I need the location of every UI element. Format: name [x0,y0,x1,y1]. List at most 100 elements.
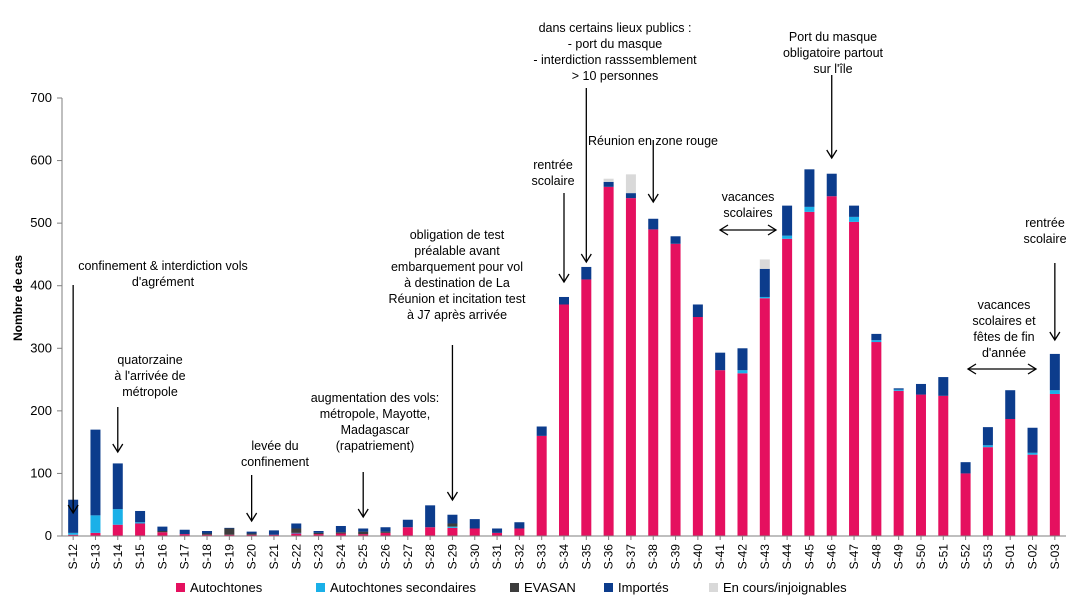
bar-segment [938,377,949,396]
arrow-head [718,224,729,236]
bar-segment [804,206,815,212]
annotation: vacances scolaires et fêtes de fin d'année [966,298,1038,375]
bar-segment [581,279,592,536]
y-tick-label: 300 [30,340,52,355]
bar-segment [804,169,815,207]
bar-segment [759,259,770,269]
bar-segment [358,531,369,535]
bar-segment [692,317,703,536]
bar-segment [625,198,636,536]
bar-segment [581,266,592,280]
bar-segment [335,532,346,534]
bar-segment [157,530,168,533]
x-tick-label: S-50 [914,544,928,570]
bar-segment [514,522,525,529]
bar-segment [893,389,904,391]
arrow-head [112,443,124,454]
bar-segment [938,395,949,536]
bar-segment [670,243,681,536]
annotation-text: préalable avant [414,244,500,258]
bar-segment [826,173,837,197]
arrow-head [246,512,258,523]
bar-segment [246,534,257,536]
x-tick-label: S-53 [981,544,995,570]
bar-segment [804,211,815,536]
bar-segment [179,529,190,535]
bar-segment [135,523,146,536]
bar-segment [202,530,213,534]
bar-segment [380,531,391,533]
bar-segment [559,296,569,305]
annotation: quatorzaine à l'arrivée de métropole [112,353,186,454]
x-tick-label: S-45 [802,544,816,570]
x-tick-label: S-29 [445,544,459,570]
bar-segment [135,522,146,524]
annotation: Réunion en zone rouge [588,134,718,204]
x-tick-label: S-18 [200,544,214,570]
bar-segment [648,229,659,536]
x-tick-label: S-39 [669,544,683,570]
bar-segment [893,390,904,536]
bar-segment [982,447,993,536]
y-tick-label: 600 [30,153,52,168]
bar-segment [402,519,413,528]
bar-segment [313,534,324,536]
bar-segment [759,268,770,297]
bar-segment [826,196,837,537]
x-tick-label: S-02 [1026,544,1040,570]
x-tick-label: S-41 [713,544,727,570]
bar-segment [670,236,681,244]
bar-segment [514,528,525,536]
x-tick-label: S-44 [780,544,794,570]
bar-segment [737,370,748,374]
bar-segment [402,527,413,536]
annotation-text: métropole [122,385,178,399]
x-tick-label: S-15 [133,544,147,570]
legend-label: Autochtones secondaires [330,580,476,595]
annotations: confinement & interdiction vols d'agrémen… [67,21,1067,523]
x-tick-label: S-52 [959,544,973,570]
arrow-head [67,504,79,515]
annotation-text: à destination de La [404,276,510,290]
x-tick-label: S-35 [579,544,593,570]
y-tick-label: 0 [45,528,52,543]
annotation-text: scolaire [531,174,574,188]
annotation-text: (rapatriement) [336,439,415,453]
x-tick-label: S-32 [512,544,526,570]
annotation-text: confinement & interdiction vols [78,259,248,273]
annotation: rentrée scolaire [1023,216,1067,342]
x-tick-label: S-23 [312,544,326,570]
bar-segment [202,534,213,536]
y-tick-label: 100 [30,465,52,480]
bar-segment [1049,353,1060,391]
bar-segment [871,342,882,536]
bar-segment [268,530,279,535]
x-tick-label: S-31 [490,544,504,570]
bar-segment [313,532,324,535]
bar-segment [960,473,971,536]
x-tick-label: S-13 [88,544,102,570]
bar-segment [447,527,458,536]
bar-segment [1049,390,1060,394]
bar-segment [1005,390,1016,419]
y-axis: 0 100 200 300 400 500 600 700 [30,90,63,543]
y-tick-label: 700 [30,90,52,105]
annotation-text: - interdiction rasssemblement [533,53,697,67]
annotation-text: scolaire [1023,232,1066,246]
bar-segment [224,528,235,535]
x-tick-label: S-14 [111,544,125,570]
bar-segment [90,532,101,536]
y-tick-label: 400 [30,278,52,293]
arrow-head [966,363,977,375]
annotation-text: - port du masque [568,37,663,51]
legend: Autochtones Autochtones secondaires EVASAN… [176,580,847,595]
annotation: levée du confinement [241,439,310,523]
arrow-head [357,508,369,519]
arrow-head [767,224,778,236]
bar-segment [68,534,79,536]
arrow-head [558,273,570,284]
bar-segment [246,531,257,534]
x-tick-label: S-34 [557,544,571,570]
x-tick-label: S-40 [691,544,705,570]
bar-segment [893,388,904,390]
